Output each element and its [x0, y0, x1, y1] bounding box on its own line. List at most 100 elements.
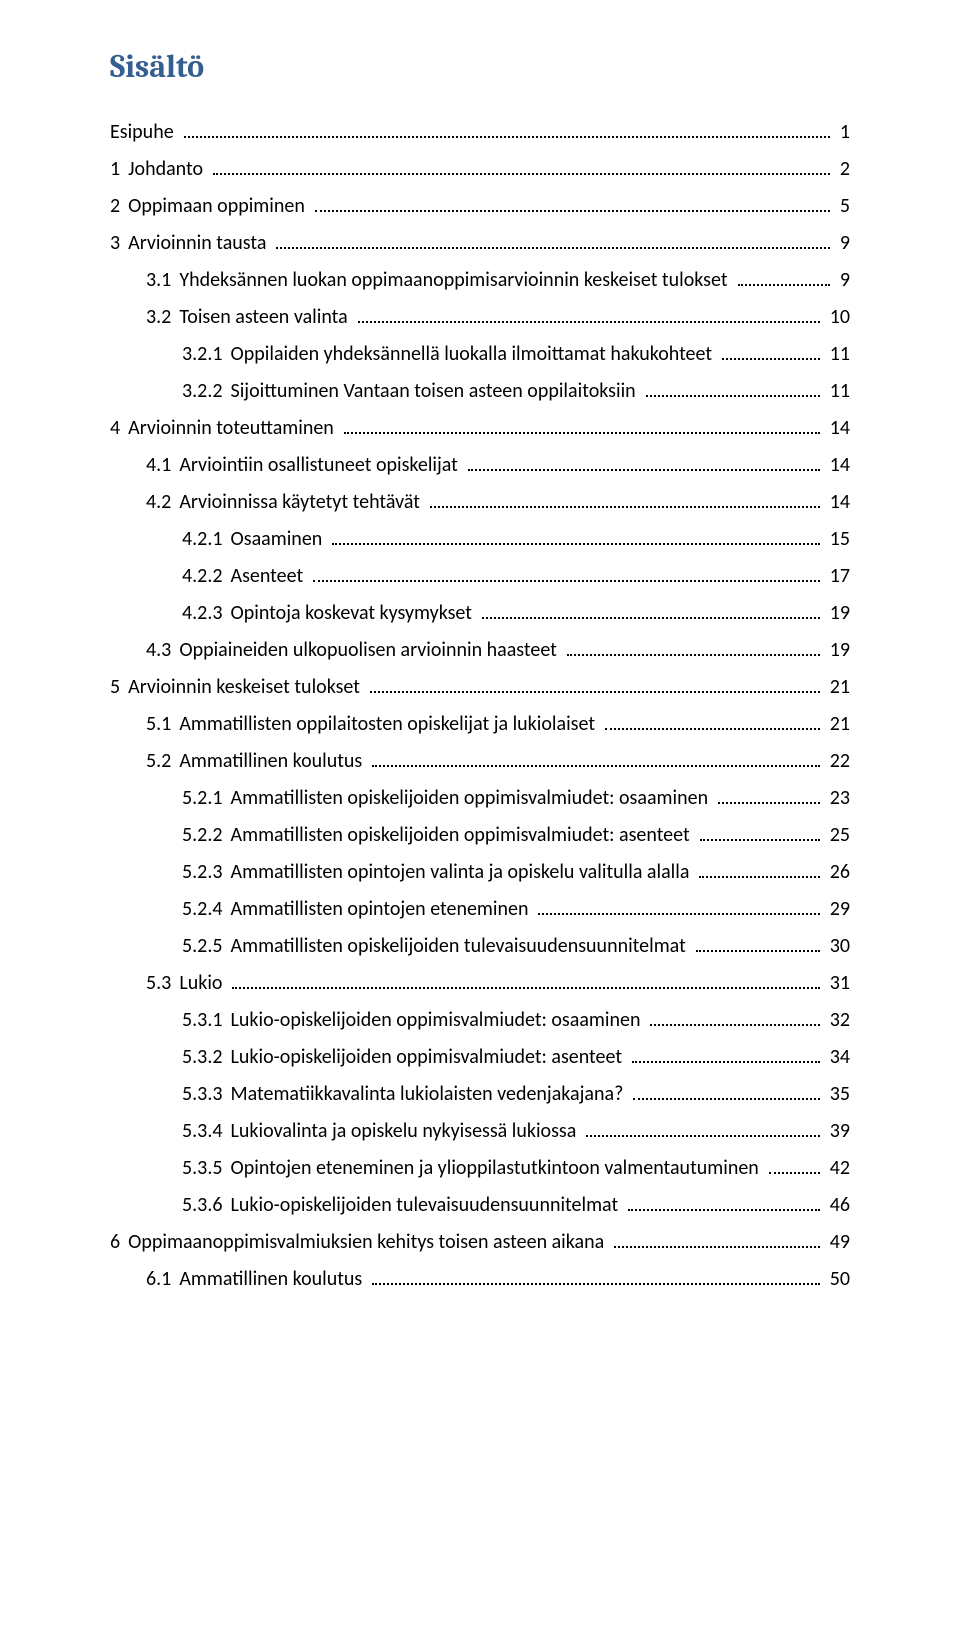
toc-leader-dots — [722, 345, 820, 360]
toc-entry-page: 10 — [824, 304, 850, 331]
toc-entry[interactable]: 4Arvioinnin toteuttaminen14 — [110, 415, 850, 442]
toc-entry-number: 6.1 — [146, 1266, 179, 1293]
toc-entry[interactable]: 5.3.2Lukio-opiskelijoiden oppimisvalmiud… — [110, 1044, 850, 1071]
toc-entry-title: Lukio-opiskelijoiden oppimisvalmiudet: o… — [231, 1007, 647, 1034]
toc-entry[interactable]: 5.2Ammatillinen koulutus22 — [110, 748, 850, 775]
toc-entry-page: 49 — [824, 1229, 850, 1256]
toc-entry-number: 5.2 — [146, 748, 179, 775]
toc-entry[interactable]: 3.2.1Oppilaiden yhdeksännellä luokalla i… — [110, 341, 850, 368]
toc-entry-title: Lukiovalinta ja opiskelu nykyisessä luki… — [231, 1118, 583, 1145]
toc-entry-page: 30 — [824, 933, 850, 960]
toc-entry[interactable]: 5.3.1Lukio-opiskelijoiden oppimisvalmiud… — [110, 1007, 850, 1034]
toc-entry[interactable]: 5.3.6Lukio-opiskelijoiden tulevaisuudens… — [110, 1192, 850, 1219]
toc-leader-dots — [632, 1048, 820, 1063]
toc-leader-dots — [372, 1270, 819, 1285]
toc-entry-page: 14 — [824, 489, 850, 516]
toc-leader-dots — [482, 604, 820, 619]
toc-entry[interactable]: 5.3.3Matematiikkavalinta lukiolaisten ve… — [110, 1081, 850, 1108]
toc-entry[interactable]: 5.2.1Ammatillisten opiskelijoiden oppimi… — [110, 785, 850, 812]
toc-entry[interactable]: 3Arvioinnin tausta 9 — [110, 230, 850, 257]
toc-entry-title: Oppiaineiden ulkopuolisen arvioinnin haa… — [179, 637, 563, 664]
toc-entry-title: Ammatillisten opintojen eteneminen — [231, 896, 535, 923]
toc-entry-title: Johdanto — [128, 156, 209, 183]
toc-entry-page: 25 — [824, 822, 850, 849]
toc-leader-dots — [315, 197, 830, 212]
toc-entry-title: Ammatillisten opiskelijoiden oppimisvalm… — [231, 785, 715, 812]
toc-entry-page: 50 — [824, 1266, 850, 1293]
toc-leader-dots — [332, 530, 819, 545]
toc-entry[interactable]: 6Oppimaanoppimisvalmiuksien kehitys tois… — [110, 1229, 850, 1256]
toc-leader-dots — [605, 715, 820, 730]
toc-entry[interactable]: 5.2.3Ammatillisten opintojen valinta ja … — [110, 859, 850, 886]
toc-entry-number: 3.2 — [146, 304, 179, 331]
toc-entry[interactable]: 5.3.4Lukiovalinta ja opiskelu nykyisessä… — [110, 1118, 850, 1145]
toc-entry-page: 11 — [824, 341, 850, 368]
toc-entry-title: Toisen asteen valinta — [179, 304, 353, 331]
toc-entry-page: 21 — [824, 711, 850, 738]
toc-entry[interactable]: 5.3Lukio31 — [110, 970, 850, 997]
toc-entry-page: 5 — [834, 193, 850, 220]
toc-entry-title: Osaaminen — [231, 526, 329, 553]
toc-entry[interactable]: 4.2.2Asenteet17 — [110, 563, 850, 590]
toc-entry-page: 23 — [824, 785, 850, 812]
toc-entry-title: Lukio — [179, 970, 228, 997]
toc-entry-title: Opintojen eteneminen ja ylioppilastutkin… — [231, 1155, 765, 1182]
toc-entry-page: 9 — [834, 267, 850, 294]
toc-leader-dots — [646, 382, 820, 397]
toc-entry-page: 11 — [824, 378, 850, 405]
toc-entry[interactable]: 2Oppimaan oppiminen5 — [110, 193, 850, 220]
toc-entry[interactable]: 3.2Toisen asteen valinta 10 — [110, 304, 850, 331]
toc-entry-number: 5.2.5 — [182, 933, 231, 960]
toc-leader-dots — [232, 974, 819, 989]
toc-leader-dots — [738, 271, 830, 286]
page-title: Sisältö — [110, 48, 850, 85]
toc-entry[interactable]: 5.1Ammatillisten oppilaitosten opiskelij… — [110, 711, 850, 738]
toc-entry-number: 3 — [110, 230, 128, 257]
toc-leader-dots — [276, 234, 829, 249]
toc-entry-title: Arviointiin osallistuneet opiskelijat — [179, 452, 464, 479]
toc-leader-dots — [699, 863, 819, 878]
toc-entry[interactable]: 4.2.3Opintoja koskevat kysymykset19 — [110, 600, 850, 627]
toc-leader-dots — [633, 1085, 819, 1100]
toc-entry-number: 4.1 — [146, 452, 179, 479]
toc-entry-title: Arvioinnin tausta — [128, 230, 272, 257]
toc-entry[interactable]: 4.3Oppiaineiden ulkopuolisen arvioinnin … — [110, 637, 850, 664]
toc-entry[interactable]: 3.1Yhdeksännen luokan oppimaanoppimisarv… — [110, 267, 850, 294]
toc-entry-number: 5.3 — [146, 970, 179, 997]
toc-entry-page: 29 — [824, 896, 850, 923]
toc-entry-page: 17 — [824, 563, 850, 590]
toc-entry-number: 5.2.4 — [182, 896, 231, 923]
toc-entry-page: 9 — [834, 230, 850, 257]
toc-entry-number: 1 — [110, 156, 128, 183]
toc-entry[interactable]: 6.1Ammatillinen koulutus50 — [110, 1266, 850, 1293]
toc-entry-page: 14 — [824, 415, 850, 442]
toc-entry[interactable]: 5Arvioinnin keskeiset tulokset21 — [110, 674, 850, 701]
toc-entry-number: 5.2.2 — [182, 822, 231, 849]
toc-entry-page: 1 — [834, 119, 850, 146]
toc-entry-title: Oppimaanoppimisvalmiuksien kehitys toise… — [128, 1229, 610, 1256]
toc-entry-title: Ammatillisten opiskelijoiden oppimisvalm… — [231, 822, 696, 849]
toc-entry-number: 4.3 — [146, 637, 179, 664]
toc-entry-number: 4.2.1 — [182, 526, 231, 553]
toc-entry[interactable]: 4.1Arviointiin osallistuneet opiskelijat… — [110, 452, 850, 479]
toc-entry[interactable]: 4.2Arvioinnissa käytetyt tehtävät14 — [110, 489, 850, 516]
toc-entry-number: 3.1 — [146, 267, 179, 294]
toc-entry-page: 14 — [824, 452, 850, 479]
toc-entry-page: 35 — [824, 1081, 850, 1108]
toc-entry-number: 5.1 — [146, 711, 179, 738]
toc-entry[interactable]: 3.2.2Sijoittuminen Vantaan toisen asteen… — [110, 378, 850, 405]
toc-entry[interactable]: Esipuhe1 — [110, 119, 850, 146]
toc-entry-title: Matematiikkavalinta lukiolaisten vedenja… — [231, 1081, 630, 1108]
toc-entry[interactable]: 4.2.1Osaaminen15 — [110, 526, 850, 553]
toc-entry[interactable]: 5.2.2Ammatillisten opiskelijoiden oppimi… — [110, 822, 850, 849]
toc-entry[interactable]: 5.2.5Ammatillisten opiskelijoiden tuleva… — [110, 933, 850, 960]
toc-entry-number: 3.2.2 — [182, 378, 231, 405]
toc-entry[interactable]: 5.3.5Opintojen eteneminen ja ylioppilast… — [110, 1155, 850, 1182]
toc-entry-page: 32 — [824, 1007, 850, 1034]
toc-entry[interactable]: 1Johdanto2 — [110, 156, 850, 183]
toc-leader-dots — [468, 456, 820, 471]
toc-entry-title: Arvioinnin keskeiset tulokset — [128, 674, 366, 701]
toc-entry[interactable]: 5.2.4Ammatillisten opintojen eteneminen 2… — [110, 896, 850, 923]
toc-leader-dots — [567, 641, 820, 656]
toc-entry-title: Ammatillisten oppilaitosten opiskelijat … — [179, 711, 601, 738]
